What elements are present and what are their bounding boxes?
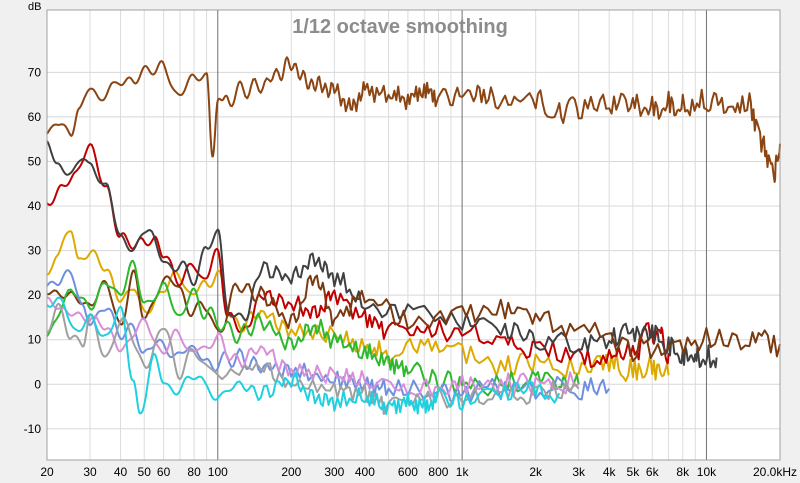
y-tick-label: 0 xyxy=(34,377,41,391)
x-tick-label: 20.0kHz xyxy=(753,465,797,479)
y-tick-label: 20 xyxy=(28,288,42,302)
x-tick-label: 40 xyxy=(114,465,128,479)
x-tick-label: 600 xyxy=(398,465,418,479)
x-tick-label: 800 xyxy=(428,465,448,479)
chart-title: 1/12 octave smoothing xyxy=(292,16,508,38)
series-line-1 xyxy=(46,56,781,183)
y-axis-ticks: 70 60 50 40 30 20 10 0 -10 xyxy=(24,65,42,435)
x-tick-label: 8k xyxy=(676,465,690,479)
plot-border xyxy=(46,9,781,461)
series-lines xyxy=(46,56,781,416)
x-axis-ticks: 20 30 40 50 60 80 100 200 300 400 600 800 1k 2k 3k 4k 5k… xyxy=(40,465,797,479)
x-tick-label: 100 xyxy=(208,465,228,479)
x-tick-label: 6k xyxy=(646,465,660,479)
x-tick-label: 300 xyxy=(324,465,344,479)
y-tick-label: 60 xyxy=(28,110,42,124)
series-line-6 xyxy=(46,260,580,397)
plot-area xyxy=(47,10,780,460)
x-tick-label: 20 xyxy=(40,465,54,479)
x-tick-label: 80 xyxy=(187,465,201,479)
x-tick-label: 3k xyxy=(572,465,586,479)
series-line-10 xyxy=(46,296,561,416)
x-tick-label: 1k xyxy=(456,465,470,479)
series-line-9 xyxy=(46,302,580,415)
y-tick-label: 10 xyxy=(28,333,42,347)
y-axis-unit: dB xyxy=(28,1,41,13)
series-line-3 xyxy=(46,143,670,368)
x-tick-label: 400 xyxy=(355,465,375,479)
x-tick-label: 50 xyxy=(138,465,152,479)
y-tick-label: 70 xyxy=(28,65,42,79)
series-line-4 xyxy=(46,140,718,369)
series-line-2 xyxy=(46,230,670,382)
y-tick-label: 50 xyxy=(28,154,42,168)
x-tick-label: 200 xyxy=(281,465,301,479)
y-tick-label: -10 xyxy=(24,422,42,436)
y-tick-label: 40 xyxy=(28,199,42,213)
x-tick-label: 10k xyxy=(697,465,717,479)
series-line-5 xyxy=(46,269,781,362)
x-tick-label: 4k xyxy=(603,465,617,479)
y-tick-label: 30 xyxy=(28,244,42,258)
x-tick-label: 60 xyxy=(157,465,171,479)
x-tick-label: 30 xyxy=(83,465,97,479)
x-tick-label: 2k xyxy=(529,465,543,479)
x-tick-label: 5k xyxy=(627,465,641,479)
